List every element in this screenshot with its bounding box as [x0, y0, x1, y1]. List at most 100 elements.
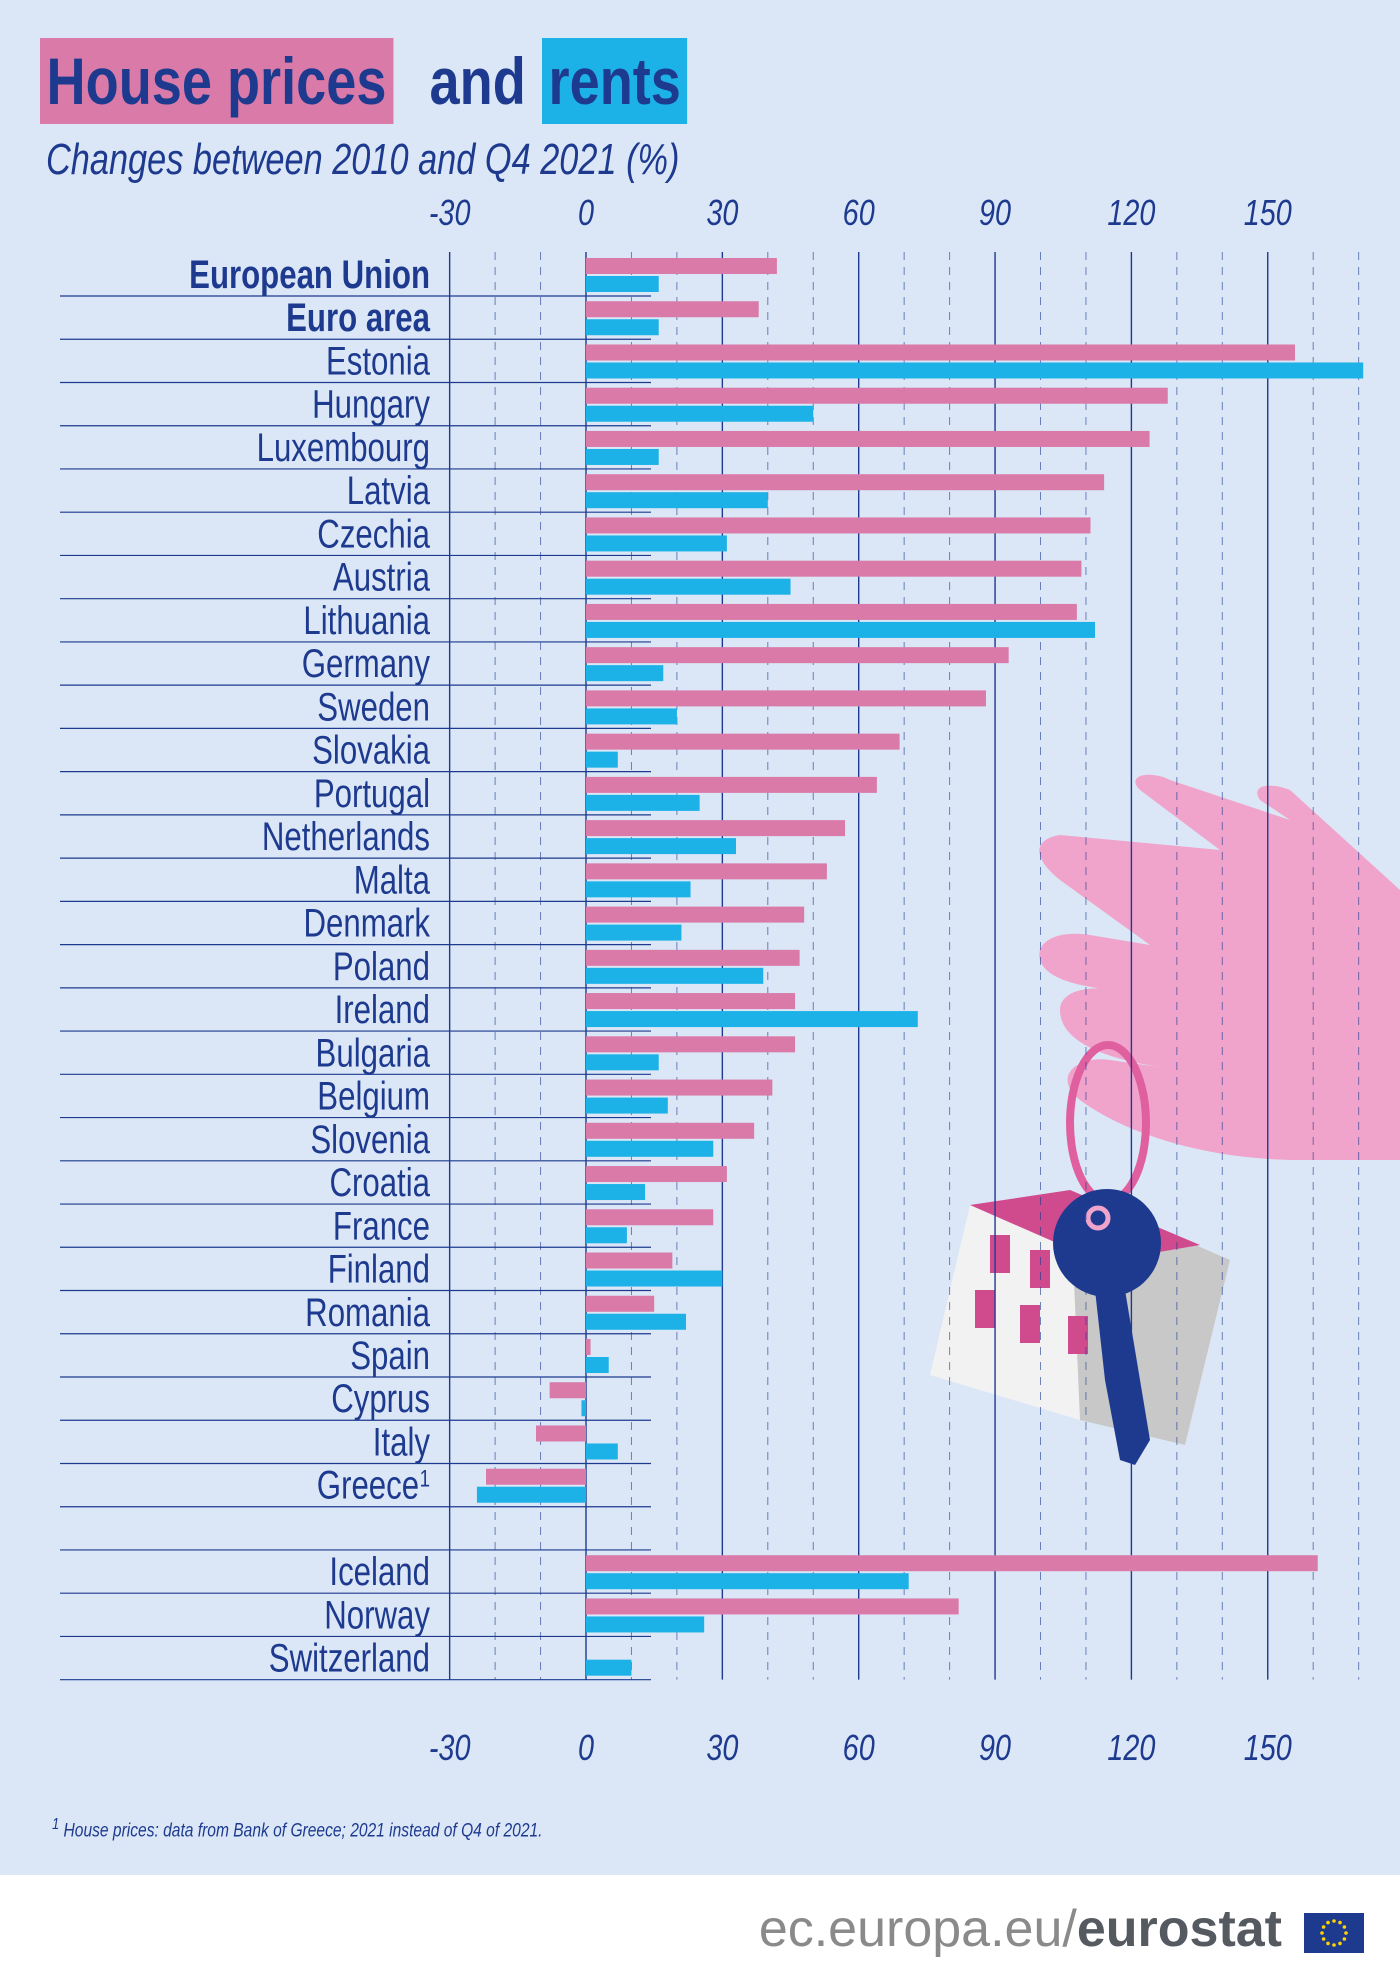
tick-group: 90: [979, 192, 1011, 233]
eurostat-logo[interactable]: ec.europa.eu/eurostat: [758, 1900, 1282, 1958]
x-tick-label-bottom: 120: [1107, 1727, 1155, 1768]
category-label: Czechia: [317, 512, 430, 557]
category-label-group: Hungary: [312, 382, 430, 427]
category-label: Latvia: [347, 469, 430, 514]
category-label-group: Belgium: [317, 1074, 430, 1119]
bar-rents: [586, 621, 1096, 638]
star: [1326, 1941, 1330, 1946]
chart-subtitle: Changes between 2010 and Q4 2021 (%): [46, 135, 680, 184]
bar-rents: [586, 578, 791, 595]
category-label-group: European Union: [189, 252, 430, 297]
bar-house-prices: [586, 430, 1150, 447]
category-label-group: Netherlands: [262, 814, 430, 859]
category-label-group: Greece 1: [317, 1463, 430, 1508]
category-label: Bulgaria: [316, 1031, 430, 1076]
category-label: Switzerland: [269, 1636, 430, 1681]
category-label-group: Estonia: [326, 339, 430, 384]
category-label: Euro area: [286, 296, 431, 341]
bar-rents: [586, 1227, 627, 1244]
category-label: Lithuania: [303, 598, 430, 643]
category-label: Ireland: [335, 987, 430, 1032]
category-label: France: [333, 1204, 430, 1249]
bar-house-prices: [586, 1252, 673, 1269]
category-label-group: Denmark: [303, 901, 430, 946]
tick-group: 60: [843, 1727, 875, 1768]
category-label-group: Latvia: [347, 469, 430, 514]
category-label: Romania: [305, 1290, 430, 1335]
category-label: Norway: [324, 1593, 430, 1638]
category-label-group: Norway: [324, 1593, 430, 1638]
bar-house-prices: [586, 949, 800, 966]
footnote: 1 House prices: data from Bank of Greece…: [52, 1816, 543, 1842]
category-label: Malta: [354, 858, 430, 903]
bar-rents: [586, 319, 659, 336]
bar-house-prices: [586, 776, 877, 793]
hand-holding-keys-illustration: [930, 774, 1400, 1465]
tick-group: 120: [1107, 1727, 1155, 1768]
x-tick-label-top: 120: [1107, 192, 1155, 233]
x-tick-label-top: 150: [1244, 192, 1292, 233]
bar-house-prices: [586, 820, 846, 837]
bar-house-prices: [586, 1209, 714, 1226]
bar-house-prices: [586, 647, 1009, 664]
bar-rents: [586, 967, 764, 984]
category-label: Croatia: [329, 1160, 430, 1205]
title-rents: rents: [541, 38, 688, 124]
category-label-group: Germany: [302, 641, 430, 686]
category-label: Iceland: [329, 1550, 430, 1595]
category-label-group: Lithuania: [303, 598, 430, 643]
bar-rents: [586, 492, 768, 509]
bar-house-prices: [549, 1382, 586, 1399]
category-label-group: Croatia: [329, 1160, 430, 1205]
category-label: Hungary: [312, 382, 430, 427]
bar-rents: [586, 535, 727, 552]
tick-group: 60: [843, 192, 875, 233]
bar-house-prices: [586, 733, 900, 750]
star: [1332, 1919, 1336, 1923]
category-label: Sweden: [317, 685, 430, 730]
bar-house-prices: [586, 906, 805, 923]
category-label: Slovakia: [312, 728, 430, 773]
tick-group: 150: [1244, 1727, 1292, 1768]
bar-house-prices: [536, 1425, 586, 1442]
category-label: Denmark: [303, 901, 430, 946]
bar-house-prices: [586, 474, 1105, 491]
category-label: Austria: [333, 555, 430, 600]
bar-house-prices: [586, 258, 777, 274]
category-label-group: Ireland: [335, 987, 430, 1032]
category-label: Italy: [373, 1420, 430, 1465]
bar-house-prices: [586, 301, 759, 318]
bar-house-prices: [586, 603, 1077, 620]
category-label: Estonia: [326, 339, 430, 384]
category-label-group: Finland: [328, 1247, 430, 1292]
bar-rents: [586, 1140, 714, 1157]
bar-house-prices: [586, 387, 1168, 404]
star: [1332, 1943, 1336, 1947]
bar-rents: [586, 665, 664, 682]
category-label: Slovenia: [310, 1117, 430, 1162]
x-tick-label-top: 0: [578, 192, 594, 233]
star: [1326, 1920, 1330, 1925]
tick-group: 90: [979, 1727, 1011, 1768]
x-tick-label-top: -30: [429, 192, 471, 233]
category-note-marker: 1: [420, 1466, 430, 1493]
category-label: Belgium: [317, 1074, 430, 1119]
x-tick-label-bottom: -30: [429, 1727, 471, 1768]
tick-group: 30: [706, 192, 738, 233]
category-label-group: Austria: [333, 555, 430, 600]
x-tick-label-bottom: 150: [1244, 1727, 1292, 1768]
x-tick-label-bottom: 30: [706, 1727, 738, 1768]
bar-house-prices: [586, 560, 1082, 577]
category-label: Portugal: [314, 771, 430, 816]
category-label: Luxembourg: [257, 425, 430, 470]
star: [1321, 1925, 1326, 1929]
category-label-group: Switzerland: [269, 1636, 430, 1681]
bar-house-prices: [586, 690, 986, 707]
title-house-prices: House prices: [40, 38, 394, 124]
category-label-group: Cyprus: [331, 1377, 430, 1422]
category-label-group: Poland: [333, 944, 430, 989]
bar-rents: [586, 838, 736, 855]
category-label: Greece: [317, 1463, 419, 1508]
tick-group: -30: [429, 192, 471, 233]
